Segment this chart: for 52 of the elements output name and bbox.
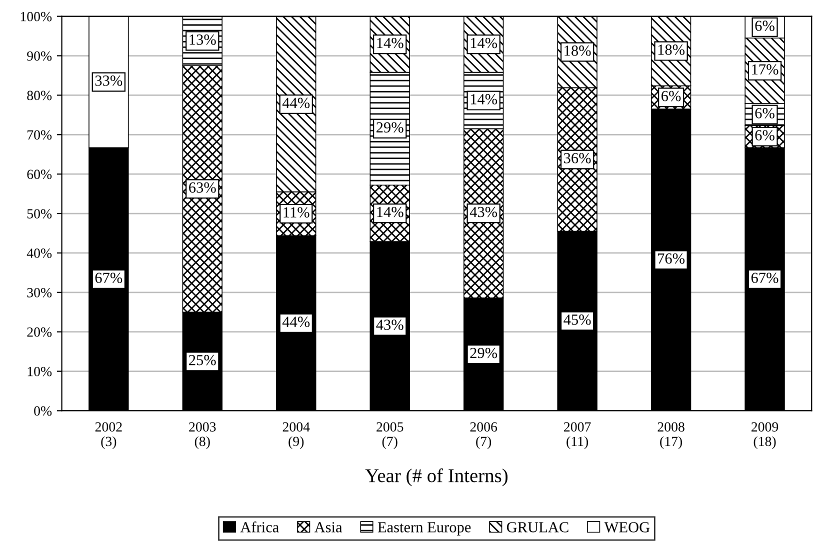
y-tick-label: 90% <box>27 51 52 61</box>
y-tick-label: 100% <box>20 12 52 22</box>
data-label: 14% <box>470 94 498 104</box>
data-label: 36% <box>564 153 591 164</box>
legend-label: Asia <box>314 522 342 532</box>
data-label: 44% <box>282 316 310 328</box>
y-tick-label: 40% <box>26 248 52 258</box>
data-label: 13% <box>190 34 216 45</box>
legend-label: Africa <box>240 521 279 532</box>
x-tick-label: 2006 (7) <box>470 422 498 449</box>
data-label: 43% <box>470 206 498 218</box>
legend-label: GRULAC <box>506 522 568 532</box>
data-label: 14% <box>377 38 404 48</box>
x-tick-label: 2005 (7) <box>376 422 404 449</box>
data-label: 11% <box>284 207 310 218</box>
x-tick-label: 2008 (17) <box>658 422 684 449</box>
data-label: 17% <box>752 64 778 75</box>
y-tick-label: 60% <box>27 170 52 180</box>
x-axis-title: Year (# of Interns) <box>365 468 508 486</box>
y-tick-label: 50% <box>27 209 52 219</box>
data-label: 45% <box>564 314 591 325</box>
data-label: 29% <box>376 122 404 133</box>
data-label: 6% <box>755 20 774 32</box>
data-label: 25% <box>189 354 216 366</box>
data-label: 44% <box>282 98 310 108</box>
data-label: 67% <box>95 272 122 284</box>
data-label: 18% <box>658 44 685 55</box>
data-label: 6% <box>755 108 774 118</box>
data-label: 43% <box>376 320 404 330</box>
data-label: 76% <box>658 253 685 264</box>
y-tick-label: 30% <box>27 288 52 298</box>
y-tick-label: 70% <box>28 130 52 140</box>
x-tick-label: 2009 (18) <box>751 422 778 449</box>
x-tick-label: 2007 (11) <box>564 422 591 449</box>
y-tick-label: 10% <box>28 366 52 376</box>
data-label: 67% <box>751 272 778 284</box>
data-label: 29% <box>470 348 498 358</box>
data-label: 63% <box>189 182 216 193</box>
data-label: 18% <box>564 46 591 56</box>
legend-label: WEOG <box>604 522 650 532</box>
x-tick-label: 2002 (3) <box>95 422 122 449</box>
data-label: 14% <box>470 38 498 48</box>
data-label: 14% <box>377 206 404 218</box>
y-tick-label: 80% <box>27 90 52 100</box>
x-tick-label: 2003 (8) <box>189 422 216 449</box>
y-tick-label: 20% <box>27 327 52 337</box>
legend-label: Eastern Europe <box>378 522 471 536</box>
data-label: 6% <box>755 130 774 140</box>
data-label: 33% <box>95 76 122 86</box>
data-label: 6% <box>662 90 681 102</box>
y-tick-label: 0% <box>34 406 52 416</box>
x-tick-label: 2004 (9) <box>282 422 310 449</box>
